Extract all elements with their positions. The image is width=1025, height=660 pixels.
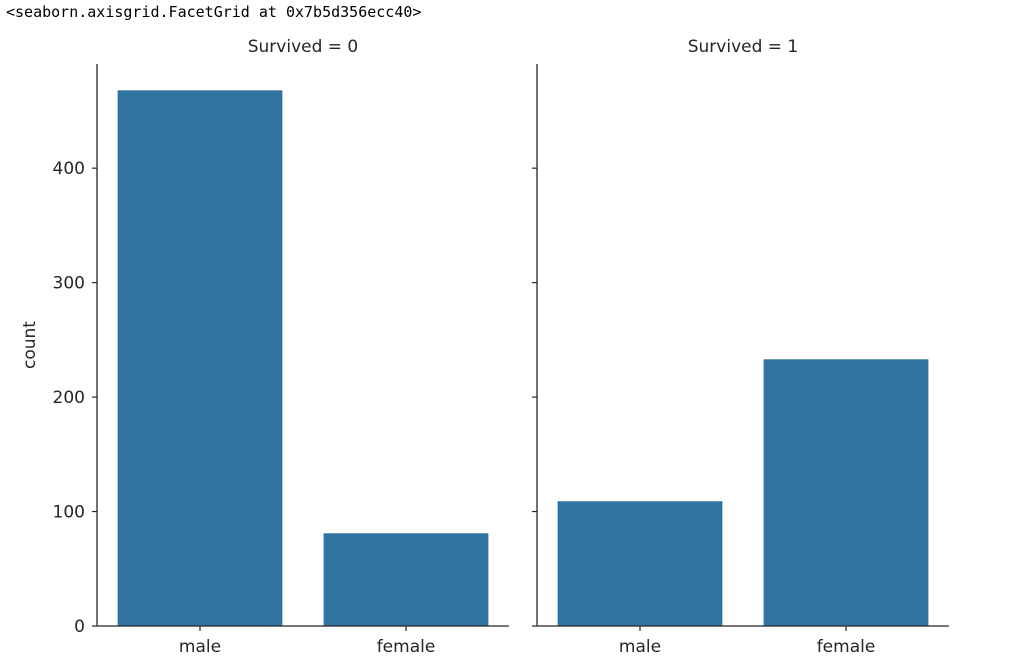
x-tick-label: male bbox=[179, 637, 221, 657]
y-tick-label: 400 bbox=[53, 159, 85, 179]
y-axis-label: count bbox=[20, 321, 40, 369]
facet-0-bars bbox=[117, 90, 489, 626]
facet-1-bars bbox=[557, 359, 929, 626]
x-tick-label: female bbox=[377, 637, 436, 657]
facet-1: Survived = 1 male female bbox=[532, 37, 949, 657]
facet-0-axes: male female 0 100 200 300 400 bbox=[53, 64, 509, 657]
y-tick-label: 100 bbox=[53, 503, 85, 523]
bar-male bbox=[557, 501, 723, 626]
facet-0: Survived = 0 count male female 0 100 200 300 4… bbox=[20, 37, 509, 657]
output-repr-text: <seaborn.axisgrid.FacetGrid at 0x7b5d356… bbox=[6, 3, 422, 21]
x-tick-label: female bbox=[817, 637, 876, 657]
y-tick-label: 200 bbox=[53, 388, 85, 408]
bar-male bbox=[117, 90, 283, 626]
y-tick-label: 0 bbox=[74, 617, 85, 637]
x-tick-label: male bbox=[619, 637, 661, 657]
facet-1-title: Survived = 1 bbox=[688, 37, 799, 57]
facet-0-title: Survived = 0 bbox=[248, 37, 359, 57]
y-tick-label: 300 bbox=[53, 274, 85, 294]
facet-1-axes: male female bbox=[532, 64, 949, 657]
bar-female bbox=[763, 359, 929, 626]
bar-female bbox=[323, 533, 489, 626]
